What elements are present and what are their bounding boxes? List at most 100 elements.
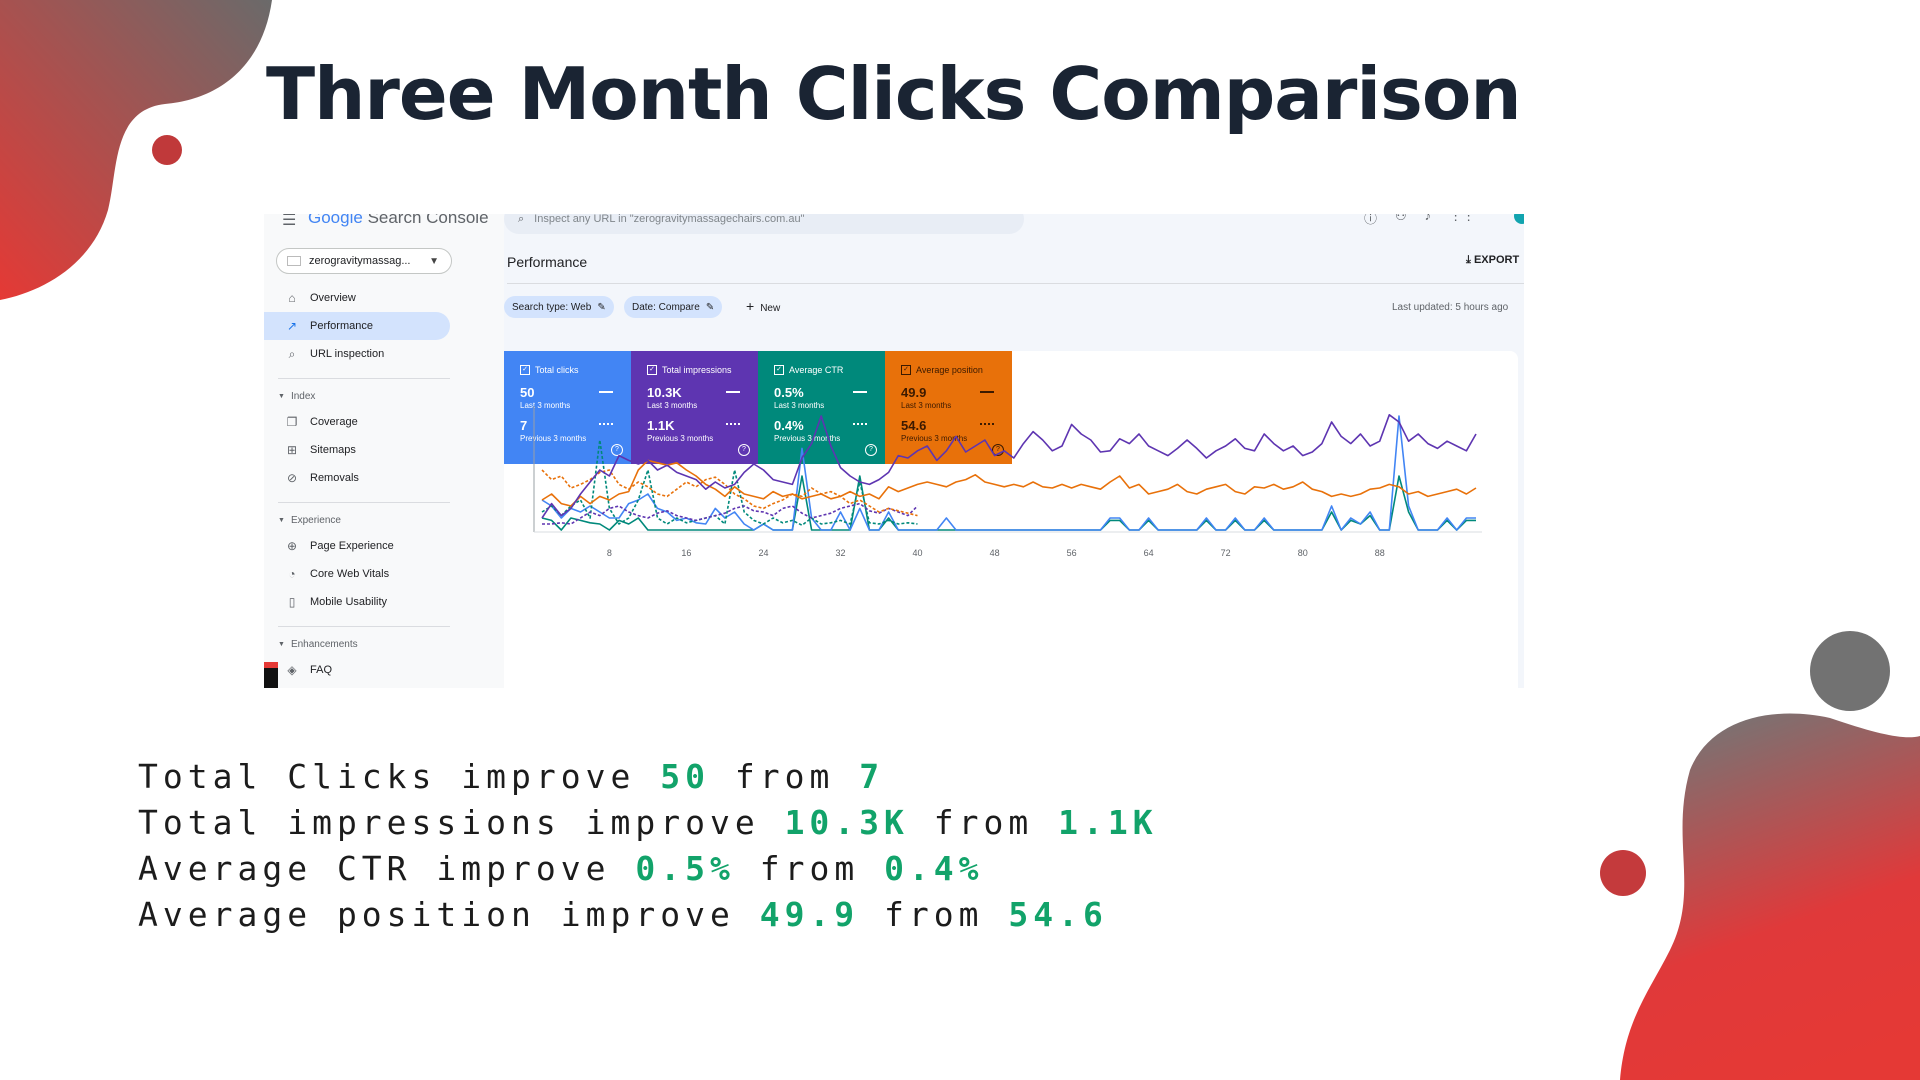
series-line-1 [541, 459, 1477, 507]
summary-line-clicks: Total Clicks improve 50 from 7 [138, 754, 1158, 800]
url-inspect-search[interactable]: ⌕ Inspect any URL in "zerogravitymassage… [504, 214, 1024, 234]
metric-previous-value: 1.1K [647, 418, 675, 433]
metric-previous-label: Previous 3 months [901, 434, 968, 443]
sidebar-item-coverage[interactable]: ❐ Coverage [264, 408, 452, 436]
series-line-3 [541, 475, 1476, 531]
metric-average-position[interactable]: ✓ Average position 49.9 Last 3 months 54.… [885, 351, 1012, 464]
date-filter-chip[interactable]: Date: Compare ✎ [624, 296, 723, 318]
summary-now-value: 50 [660, 757, 710, 796]
help-icon[interactable]: ? [865, 444, 877, 456]
sidebar-item-url-inspection[interactable]: ⌕ URL inspection [264, 340, 452, 368]
solid-line-legend-icon [599, 391, 613, 393]
divider [278, 378, 450, 379]
sidebar-item-removals[interactable]: ⊘ Removals [264, 464, 452, 492]
edit-icon: ✎ [705, 301, 715, 313]
series-line-2 [541, 415, 1476, 531]
copy-icon: ❐ [286, 415, 298, 429]
sidebar-item-label: Sitemaps [310, 444, 356, 456]
sidebar-item-core-web-vitals[interactable]: ◔ Core Web Vitals [264, 560, 452, 588]
search-type-filter-chip[interactable]: Search type: Web ✎ [504, 296, 614, 318]
metric-total-clicks[interactable]: ✓ Total clicks 50 Last 3 months 7 Previou… [504, 351, 631, 464]
divider [278, 502, 450, 503]
metric-name: Average CTR [789, 365, 844, 375]
help-icon[interactable]: ? [611, 444, 623, 456]
checkbox-icon: ✓ [520, 365, 530, 375]
metric-previous-label: Previous 3 months [520, 434, 587, 443]
series-line-5 [542, 502, 919, 525]
help-icon[interactable]: ? [992, 444, 1004, 456]
metric-current-label: Last 3 months [647, 401, 698, 410]
metric-current-value: 10.3K [647, 385, 682, 400]
search-console-screenshot: ☰ Google Search Console zerogravitymassa… [264, 214, 1524, 688]
search-input[interactable]: Inspect any URL in "zerogravitymassagech… [534, 214, 805, 225]
improvement-summary: Total Clicks improve 50 from 7 Total imp… [138, 754, 1158, 938]
right-grey-circle [1810, 631, 1890, 711]
checkbox-icon: ✓ [647, 365, 657, 375]
section-label: Experience [290, 515, 341, 526]
summary-line-position: Average position improve 49.9 from 54.6 [138, 892, 1158, 938]
solid-line-legend-icon [726, 391, 740, 393]
help-icon[interactable]: ? [738, 444, 750, 456]
help-icon[interactable]: ⓘ [1364, 214, 1378, 226]
top-toolbar: ⓘ ⚇ ♪ ⋮⋮ [1364, 214, 1475, 227]
section-index[interactable]: ▼ Index [278, 391, 315, 402]
x-tick-label: 56 [1067, 548, 1077, 558]
metric-previous-value: 0.4% [774, 418, 804, 433]
bottom-right-blob [1620, 713, 1920, 1080]
sidebar-item-performance[interactable]: ↗ Performance [264, 312, 450, 340]
x-tick-label: 16 [681, 548, 691, 558]
sidebar-item-page-experience[interactable]: ⊕ Page Experience [264, 532, 452, 560]
sidebar-item-label: Mobile Usability [310, 596, 388, 608]
dropdown-caret-icon: ▼ [429, 255, 439, 267]
summary-label: Average CTR improve [138, 849, 636, 888]
metric-previous-label: Previous 3 months [647, 434, 714, 443]
people-icon[interactable]: ⚇ [1395, 214, 1407, 223]
metric-previous-value: 7 [520, 418, 528, 433]
summary-now-value: 10.3K [784, 803, 909, 842]
download-icon: ⤓ [1466, 254, 1471, 266]
sidebar-item-sitemaps[interactable]: ⊞ Sitemaps [264, 436, 452, 464]
metric-name: Total clicks [535, 365, 579, 375]
summary-from-word: from [734, 849, 885, 888]
apps-grid-icon[interactable]: ⋮⋮ [1449, 214, 1476, 223]
summary-now-value: 49.9 [759, 895, 860, 934]
overlay-badge [264, 662, 278, 688]
divider [507, 283, 1524, 284]
avatar[interactable] [1514, 214, 1524, 224]
new-filter-button[interactable]: + New [746, 298, 780, 314]
metric-average-ctr[interactable]: ✓ Average CTR 0.5% Last 3 months 0.4% Pre… [758, 351, 885, 464]
property-selector[interactable]: zerogravitymassag... ▼ [276, 248, 452, 274]
menu-icon[interactable]: ☰ [282, 214, 297, 229]
checkbox-icon: ✓ [901, 365, 911, 375]
sidebar-item-faq[interactable]: ◈ FAQ [264, 656, 452, 684]
eye-off-icon: ⊘ [286, 471, 298, 485]
sidebar-item-mobile-usability[interactable]: ▯ Mobile Usability [264, 588, 452, 616]
section-experience[interactable]: ▼ Experience [278, 515, 341, 526]
export-button[interactable]: ⤓ EXPORT [1466, 254, 1519, 267]
gauge-icon: ◔ [288, 567, 296, 581]
dashed-line-legend-icon [726, 423, 740, 425]
sidebar-item-label: Coverage [310, 416, 358, 428]
series-line-4 [541, 469, 918, 517]
bell-icon[interactable]: ♪ [1424, 214, 1432, 223]
last-updated-text: Last updated: 5 hours ago [1392, 302, 1509, 313]
x-tick-label: 64 [1144, 548, 1154, 558]
x-tick-label: 8 [607, 548, 612, 558]
section-label: Index [290, 391, 316, 402]
sidebar-item-label: Core Web Vitals [310, 568, 390, 580]
x-tick-label: 72 [1221, 548, 1231, 558]
sidebar-item-overview[interactable]: ⌂ Overview [264, 284, 452, 312]
section-enhancements[interactable]: ▼ Enhancements [278, 639, 358, 650]
sidebar-item-label: Removals [310, 472, 359, 484]
x-tick-label: 40 [912, 548, 922, 558]
metric-total-impressions[interactable]: ✓ Total impressions 10.3K Last 3 months 1… [631, 351, 758, 464]
sidebar-item-label: Overview [310, 292, 356, 304]
site-favicon-icon [287, 256, 301, 266]
bottom-right-dot [1600, 850, 1646, 896]
summary-label: Total Clicks improve [138, 757, 661, 796]
x-tick-label: 80 [1298, 548, 1308, 558]
search-icon: ⌕ [288, 346, 296, 361]
metric-current-value: 0.5% [774, 385, 804, 400]
summary-line-impressions: Total impressions improve 10.3K from 1.1… [138, 800, 1158, 846]
x-tick-label: 24 [758, 548, 768, 558]
